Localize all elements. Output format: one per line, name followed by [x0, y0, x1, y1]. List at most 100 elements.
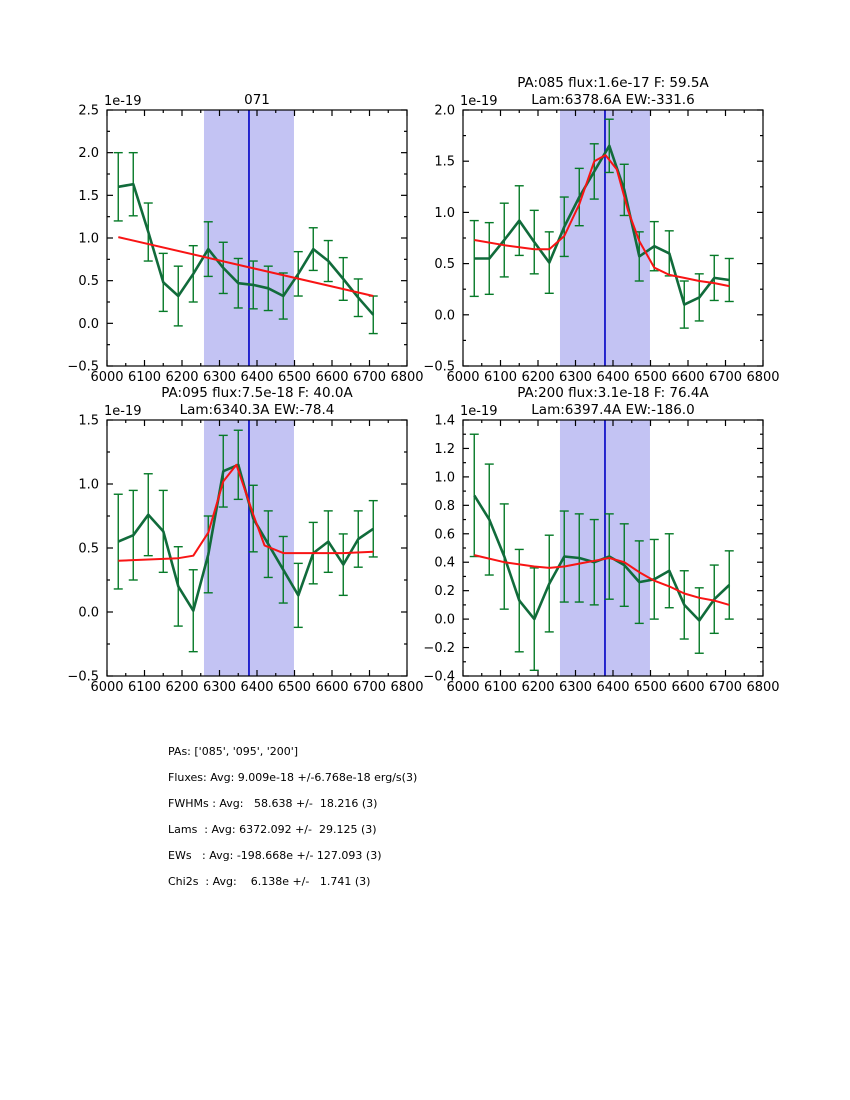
y-tick-label: 1.5 — [434, 155, 455, 170]
chart-pa-095: 6000 6100 6200 6300 6400 6500 6600 6700 6800 −0.5… — [67, 385, 423, 695]
x-tick-label: 6200 — [521, 370, 554, 385]
chart-title-line: 071 — [244, 92, 270, 108]
x-tick-label: 6400 — [596, 370, 629, 385]
fit-line — [118, 236, 374, 297]
x-tick-label: 6700 — [353, 680, 386, 695]
x-tick-label: 6000 — [90, 680, 123, 695]
x-tick-label: 6500 — [278, 370, 311, 385]
x-tick-label: 6300 — [559, 680, 592, 695]
summary-line-fwhms: FWHMs : Avg: 58.638 +/- 18.216 (3) — [168, 797, 378, 810]
y-tick-label: 0.2 — [434, 584, 455, 599]
x-tick-label: 6600 — [315, 680, 348, 695]
x-tick-label: 6800 — [746, 680, 779, 695]
y-axis-offset-label: 1e-19 — [460, 404, 498, 419]
y-tick-label: 2.0 — [78, 146, 99, 161]
axes-frame — [462, 109, 764, 367]
axes-frame — [106, 109, 408, 367]
y-tick-label: 0.5 — [78, 542, 99, 557]
chart-title-line: PA:095 flux:7.5e-18 F: 40.0A — [161, 385, 353, 401]
x-tick-label: 6400 — [240, 370, 273, 385]
summary-line-fluxes: Fluxes: Avg: 9.009e-18 +/-6.768e-18 erg/… — [168, 771, 418, 784]
x-tick-label: 6300 — [203, 370, 236, 385]
x-tick-label: 6200 — [165, 680, 198, 695]
chart-title-line: Lam:6397.4A EW:-186.0 — [531, 402, 694, 418]
fit-line — [474, 154, 730, 288]
x-tick-label: 6000 — [446, 680, 479, 695]
x-tick-label: 6100 — [484, 680, 517, 695]
chart-combined-071: 6000 6100 6200 6300 6400 6500 6600 6700 6800 −0.5… — [67, 92, 423, 385]
y-tick-label: 0.4 — [434, 556, 455, 571]
y-tick-label: 0.5 — [434, 257, 455, 272]
y-tick-label: 1.0 — [434, 470, 455, 485]
y-tick-label: −0.5 — [423, 360, 455, 375]
x-tick-label: 6800 — [390, 370, 423, 385]
axes-frame — [462, 419, 764, 677]
chart-title-line: PA:085 flux:1.6e-17 F: 59.5A — [517, 75, 709, 91]
y-tick-label: 1.2 — [434, 442, 455, 457]
y-tick-label: 2.0 — [434, 104, 455, 119]
axes-frame — [106, 419, 408, 677]
y-tick-label: 0.0 — [78, 317, 99, 332]
summary-line-lams: Lams : Avg: 6372.092 +/- 29.125 (3) — [168, 823, 377, 836]
x-tick-label: 6400 — [240, 680, 273, 695]
x-tick-label: 6100 — [128, 370, 161, 385]
y-axis-offset-label: 1e-19 — [460, 94, 498, 109]
y-tick-label: 1.5 — [78, 414, 99, 429]
chart-title-line: PA:200 flux:3.1e-18 F: 76.4A — [517, 385, 709, 401]
x-tick-label: 6000 — [90, 370, 123, 385]
y-tick-label: 0.0 — [434, 308, 455, 323]
y-tick-label: −0.5 — [67, 360, 99, 375]
summary-line-pas: PAs: ['085', '095', '200'] — [168, 745, 299, 758]
y-tick-label: 1.5 — [78, 189, 99, 204]
x-tick-label: 6300 — [203, 680, 236, 695]
y-tick-label: 1.4 — [434, 414, 455, 429]
x-tick-label: 6400 — [596, 680, 629, 695]
chart-pa-200: 6000 6100 6200 6300 6400 6500 6600 6700 6800 −0.4… — [423, 385, 779, 695]
fit-line — [474, 554, 730, 606]
y-tick-label: 0.0 — [434, 613, 455, 628]
fit-line — [118, 463, 374, 562]
x-tick-label: 6000 — [446, 370, 479, 385]
y-tick-label: −0.5 — [67, 670, 99, 685]
x-tick-label: 6500 — [278, 680, 311, 695]
spectrum-line — [118, 182, 375, 316]
summary-line-ews: EWs : Avg: -198.668e +/- 127.093 (3) — [168, 849, 382, 862]
subplot-pa-200: 6000 6100 6200 6300 6400 6500 6600 6700 6800 −0.4… — [411, 370, 786, 702]
x-tick-label: 6500 — [634, 370, 667, 385]
x-tick-label: 6700 — [709, 680, 742, 695]
x-tick-label: 6700 — [353, 370, 386, 385]
y-tick-label: 1.0 — [78, 478, 99, 493]
x-tick-label: 6700 — [709, 370, 742, 385]
y-tick-label: 1.0 — [434, 206, 455, 221]
chart-pa-085: 6000 6100 6200 6300 6400 6500 6600 6700 6800 −0.5… — [423, 75, 779, 385]
x-tick-label: 6300 — [559, 370, 592, 385]
x-tick-label: 6600 — [315, 370, 348, 385]
subplot-combined-071: 6000 6100 6200 6300 6400 6500 6600 6700 6800 −0.5… — [55, 60, 430, 392]
y-tick-label: 0.8 — [434, 499, 455, 514]
y-tick-label: −0.2 — [423, 641, 455, 656]
x-tick-label: 6100 — [484, 370, 517, 385]
y-tick-label: 1.0 — [78, 232, 99, 247]
x-tick-label: 6800 — [746, 370, 779, 385]
subplot-pa-095: 6000 6100 6200 6300 6400 6500 6600 6700 6800 −0.5… — [55, 370, 430, 702]
x-tick-label: 6600 — [671, 370, 704, 385]
x-tick-label: 6200 — [165, 370, 198, 385]
y-tick-label: 0.0 — [78, 606, 99, 621]
x-tick-label: 6800 — [390, 680, 423, 695]
summary-block: PAs: ['085', '095', '200'] Fluxes: Avg: … — [168, 739, 417, 895]
y-tick-label: 2.5 — [78, 104, 99, 119]
chart-title-line: Lam:6378.6A EW:-331.6 — [531, 92, 694, 108]
spectrum-line — [474, 144, 730, 306]
y-tick-label: 0.5 — [78, 274, 99, 289]
x-tick-label: 6100 — [128, 680, 161, 695]
y-tick-label: 0.6 — [434, 527, 455, 542]
y-tick-label: −0.4 — [423, 670, 455, 685]
summary-line-chi2s: Chi2s : Avg: 6.138e +/- 1.741 (3) — [168, 875, 371, 888]
subplot-pa-085: 6000 6100 6200 6300 6400 6500 6600 6700 6800 −0.5… — [411, 60, 786, 392]
x-tick-label: 6500 — [634, 680, 667, 695]
x-tick-label: 6200 — [521, 680, 554, 695]
y-axis-offset-label: 1e-19 — [104, 404, 142, 419]
y-axis-offset-label: 1e-19 — [104, 94, 142, 109]
x-tick-label: 6600 — [671, 680, 704, 695]
